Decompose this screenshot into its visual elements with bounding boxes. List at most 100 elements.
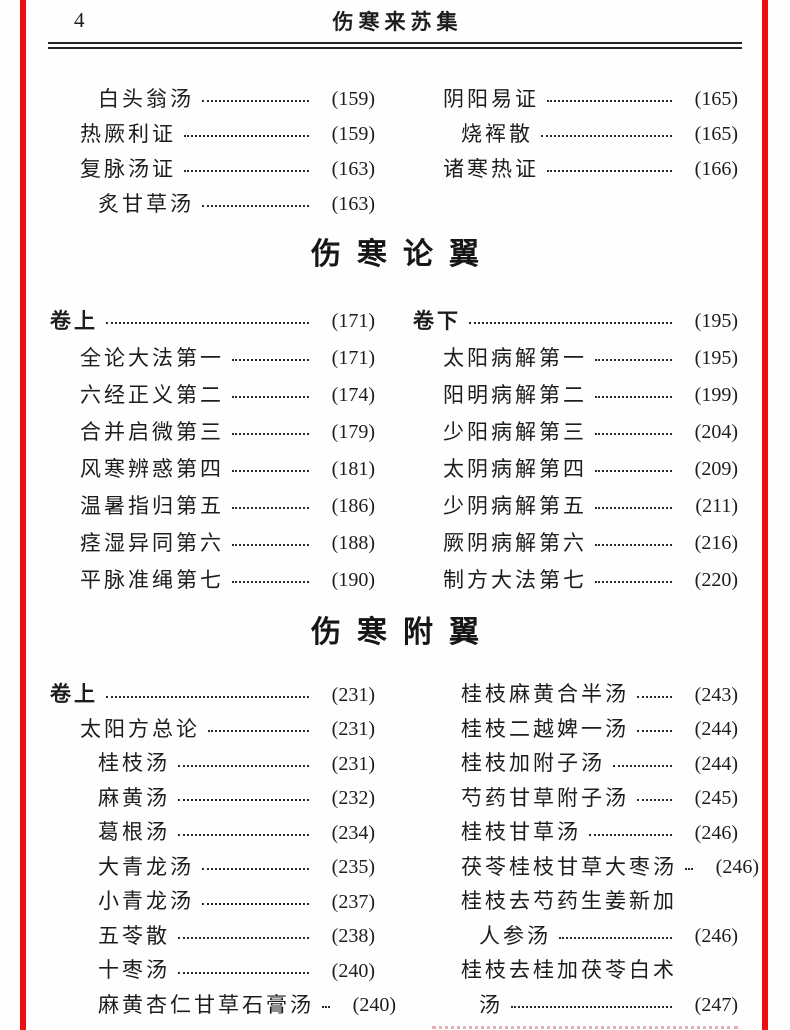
dot-leader [595,507,672,509]
entry-title: 阳明病解第二 [443,382,587,407]
entry-title: 六经正义第二 [80,382,224,407]
dot-leader [559,937,672,939]
entry-title: 桂枝去桂加茯苓白术 [461,958,677,983]
dot-leader [202,868,309,870]
entry-title: 痉湿异同第六 [80,530,224,555]
entry-page: (195) [694,347,738,369]
red-binding-bar-left [20,0,26,1030]
entry-page: (232) [331,787,375,809]
entry-title: 平脉准绳第七 [80,567,224,592]
entry-title: 风寒辨惑第四 [80,456,224,481]
toc-entry: 全论大法第一 (171) [50,333,375,370]
entry-page: (234) [331,821,375,844]
dot-leader [232,433,309,435]
dot-leader [637,799,672,801]
toc-section-lunyi: 卷上 (171) 全论大法第一 (171) 六经正义第二 (174) 合并启微第三 (1… [0,296,790,592]
dot-leader [106,695,309,698]
bottom-cutoff-artifact [432,1026,738,1029]
entry-page: (246) [715,856,759,878]
dot-leader [685,868,693,870]
entry-title: 十枣汤 [98,958,170,983]
dot-leader [208,730,309,732]
entry-page: (204) [694,421,738,443]
entry-page: (240) [352,994,396,1016]
section-heading-shanghan-lunyi: 伤寒论翼 [311,238,495,271]
dot-leader [178,799,309,801]
entry-title: 合并启微第三 [80,419,224,444]
dot-leader [232,581,309,583]
toc-entry: 桂枝汤 (231) [50,741,375,776]
entry-page: (179) [331,421,375,443]
dot-leader [637,730,672,732]
page-header: 4 伤寒来苏集 [0,0,790,40]
toc-entry: 阴阳易证 (165) [413,76,738,111]
toc-entry: 合并启微第三 (179) [50,407,375,444]
entry-title: 热厥利证 [80,121,176,146]
entry-page: (166) [694,158,738,180]
entry-title: 全论大法第一 [80,345,224,370]
toc-entry: 人参汤 (246) [413,914,738,949]
dot-leader [202,902,309,905]
red-binding-bar-right [762,0,768,1030]
entry-page: (211) [695,495,738,517]
entry-page: (174) [331,384,375,406]
toc-entry: 桂枝麻黄合半汤 (243) [413,672,738,707]
toc-entry: 桂枝加附子汤 (244) [413,741,738,776]
entry-title: 复脉汤证 [80,156,176,181]
toc-entry: 少阴病解第五 (211) [413,481,738,518]
dot-leader [595,396,672,398]
entry-title: 茯苓桂枝甘草大枣汤 [461,854,677,879]
entry-title: 人参汤 [479,923,551,948]
toc-section-continuation: 白头翁汤 (159) 热厥利证 (159) 复脉汤证 (163) 炙甘草汤 (163) … [0,76,790,216]
dot-leader [184,170,309,172]
toc-entry-wrapped-line: 桂枝去芍药生姜新加 [413,879,738,914]
book-title: 伤寒来苏集 [332,10,463,34]
toc-entry: 风寒辨惑第四 (181) [50,444,375,481]
dot-leader [106,322,309,324]
entry-page: (199) [694,384,738,406]
dot-leader [178,937,309,939]
dot-leader [202,205,309,207]
entry-page: (243) [694,683,738,706]
entry-title: 桂枝甘草汤 [461,820,581,845]
entry-title: 炙甘草汤 [98,191,194,216]
entry-page: (165) [694,123,738,145]
header-rule [48,42,742,49]
entry-page: (195) [694,310,738,332]
entry-page: (216) [694,532,738,554]
dot-leader [613,764,672,767]
entry-title: 葛根汤 [98,820,170,845]
toc-column-right: 桂枝麻黄合半汤 (243) 桂枝二越婢一汤 (244) 桂枝加附子汤 (244) 芍药… [413,672,759,1017]
entry-title: 桂枝二越婢一汤 [461,716,629,741]
entry-page: (171) [331,347,375,369]
entry-title: 卷上 [50,682,98,707]
entry-title: 麻黄杏仁甘草石膏汤 [98,992,314,1017]
toc-entry: 太阴病解第四 (209) [413,444,738,481]
dot-leader [232,507,309,509]
toc-column-right: 阴阳易证 (165) 烧裈散 (165) 诸寒热证 (166) [413,76,738,216]
entry-title: 卷下 [413,308,461,333]
dot-leader [595,581,672,583]
entry-title: 桂枝加附子汤 [461,751,605,776]
toc-entry-wrapped-line: 桂枝去桂加茯苓白术 [413,948,738,983]
entry-title: 太阳病解第一 [443,345,587,370]
dot-leader [184,135,309,137]
dot-leader [178,971,309,974]
entry-page: (231) [331,718,375,740]
entry-page: (244) [694,752,738,775]
entry-page: (163) [331,193,375,215]
entry-title: 芍药甘草附子汤 [461,785,629,810]
entry-page: (240) [331,959,375,982]
entry-title: 汤 [479,992,503,1017]
toc-entry-volume: 卷上 (231) [50,672,375,707]
dot-leader [511,1006,672,1008]
entry-page: (190) [331,569,375,591]
toc-entry: 太阳方总论 (231) [50,707,375,742]
entry-page: (181) [331,458,375,480]
toc-entry: 十枣汤 (240) [50,948,375,983]
toc-entry: 麻黄杏仁甘草石膏汤 (240) [50,983,396,1018]
entry-title: 烧裈散 [461,121,533,146]
entry-title: 制方大法第七 [443,567,587,592]
dot-leader [202,100,309,102]
toc-entry: 诸寒热证 (166) [413,146,738,181]
